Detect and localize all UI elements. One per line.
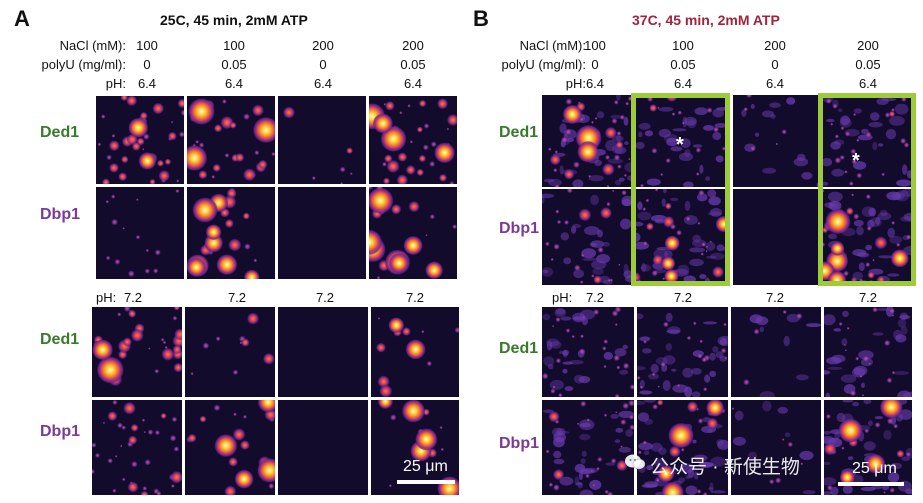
micrograph-a-dbp1-ph64-c4 xyxy=(369,187,457,279)
micrograph-b-dbp1-ph64-c1 xyxy=(542,189,634,285)
ph-value: 7.2 xyxy=(585,290,605,305)
highlight-box xyxy=(631,93,730,286)
row-label-ded1: Ded1 xyxy=(499,124,539,141)
asterisk-marker: * xyxy=(676,134,684,156)
ph-value: 6.4 xyxy=(224,76,244,91)
ph-value: 6.4 xyxy=(585,76,605,91)
panel-letter: A xyxy=(14,6,30,31)
ph-value: 7.2 xyxy=(123,290,143,305)
polyu-label: polyU (mg/ml): xyxy=(501,57,586,72)
polyu-value: 0 xyxy=(591,57,599,72)
panel-title: 25C, 45 min, 2mM ATP xyxy=(160,12,308,28)
nacl-value: 200 xyxy=(857,38,879,53)
ph-value: 6.4 xyxy=(858,76,878,91)
polyu-value: 0.05 xyxy=(221,57,247,72)
panel-title: 37C, 45 min, 2mM ATP xyxy=(632,12,780,28)
polyu-value: 0.05 xyxy=(400,57,426,72)
nacl-value: 100 xyxy=(584,38,606,53)
micrograph-a-dbp1-ph72-c3 xyxy=(278,400,368,495)
ph-value: 7.2 xyxy=(227,290,247,305)
micrograph-b-ded1-ph64-c4 xyxy=(821,95,911,187)
micrograph-a-ded1-ph72-c1 xyxy=(92,307,182,397)
micrograph-b-dbp1-ph72-c4 xyxy=(824,400,912,495)
micrograph-b-ded1-ph64-c2 xyxy=(634,95,730,187)
row-label-ded1: Ded1 xyxy=(40,331,80,348)
polyu-value: 0 xyxy=(771,57,779,72)
micrograph-a-ded1-ph64-c3 xyxy=(278,96,366,184)
micrograph-b-ded1-ph72-c3 xyxy=(731,307,821,397)
micrograph-a-dbp1-ph72-c2 xyxy=(185,400,275,495)
ph-label: pH: xyxy=(105,76,126,91)
panel-letter: B xyxy=(473,6,489,31)
micrograph-b-dbp1-ph64-c4 xyxy=(821,189,911,285)
polyu-value: 0.05 xyxy=(855,57,881,72)
micrograph-a-ded1-ph64-c4 xyxy=(369,96,457,184)
nacl-label: NaCl (mM): xyxy=(519,38,586,53)
nacl-value: 100 xyxy=(223,38,245,53)
micrograph-a-ded1-ph64-c2 xyxy=(187,96,275,184)
micrograph-a-dbp1-ph72-c4 xyxy=(371,400,459,495)
row-label-dbp1: Dbp1 xyxy=(499,220,539,237)
nacl-value: 200 xyxy=(312,38,334,53)
polyu-value: 0.05 xyxy=(670,57,696,72)
row-label-dbp1: Dbp1 xyxy=(40,206,80,223)
asterisk-marker: * xyxy=(852,150,860,172)
row-label-ded1: Ded1 xyxy=(499,340,539,357)
row-label-dbp1: Dbp1 xyxy=(40,423,80,440)
nacl-value: 200 xyxy=(764,38,786,53)
micrograph-a-ded1-ph72-c3 xyxy=(278,307,368,397)
micrograph-a-dbp1-ph64-c1 xyxy=(96,187,184,279)
ph-label: pH: xyxy=(552,290,573,305)
scalebar-label: 25 μm xyxy=(852,460,897,477)
scalebar xyxy=(397,480,455,484)
micrograph-b-ded1-ph72-c1 xyxy=(542,307,634,397)
ph-value: 7.2 xyxy=(315,290,335,305)
ph-value: 7.2 xyxy=(858,290,878,305)
micrograph-b-dbp1-ph64-c2 xyxy=(634,189,730,285)
ph-value: 7.2 xyxy=(405,290,425,305)
ph-label: pH: xyxy=(565,76,586,91)
highlight-box xyxy=(818,93,916,286)
micrograph-b-dbp1-ph72-c2 xyxy=(637,400,728,495)
row-label-ded1: Ded1 xyxy=(40,124,80,141)
ph-value: 7.2 xyxy=(765,290,785,305)
nacl-value: 100 xyxy=(672,38,694,53)
ph-value: 6.4 xyxy=(403,76,423,91)
micrograph-a-ded1-ph72-c4 xyxy=(371,307,459,397)
micrograph-b-dbp1-ph72-c1 xyxy=(542,400,634,495)
micrograph-a-dbp1-ph64-c3 xyxy=(278,187,366,279)
nacl-label: NaCl (mM): xyxy=(59,38,126,53)
micrograph-a-dbp1-ph72-c1 xyxy=(92,400,182,495)
nacl-value: 100 xyxy=(136,38,158,53)
micrograph-b-ded1-ph64-c3 xyxy=(733,95,821,187)
micrograph-b-ded1-ph72-c2 xyxy=(637,307,728,397)
nacl-value: 200 xyxy=(402,38,424,53)
row-label-dbp1: Dbp1 xyxy=(499,435,539,452)
ph-value: 6.4 xyxy=(673,76,693,91)
polyu-value: 0 xyxy=(319,57,327,72)
scalebar-label: 25 μm xyxy=(403,458,448,475)
micrograph-b-dbp1-ph64-c3 xyxy=(733,189,821,285)
micrograph-a-ded1-ph64-c1 xyxy=(96,96,184,184)
ph-value: 6.4 xyxy=(765,76,785,91)
micrograph-b-dbp1-ph72-c3 xyxy=(731,400,821,495)
micrograph-a-ded1-ph72-c2 xyxy=(185,307,275,397)
scalebar xyxy=(838,482,904,486)
micrograph-a-dbp1-ph64-c2 xyxy=(187,187,275,279)
micrograph-b-ded1-ph64-c1 xyxy=(542,95,634,187)
wechat-icon xyxy=(624,452,646,472)
micrograph-b-ded1-ph72-c4 xyxy=(824,307,912,397)
polyu-value: 0 xyxy=(143,57,151,72)
ph-label: pH: xyxy=(96,290,117,305)
ph-value: 7.2 xyxy=(673,290,693,305)
polyu-label: polyU (mg/ml): xyxy=(41,57,126,72)
ph-value: 6.4 xyxy=(137,76,157,91)
watermark: 公众号 · 新使生物 xyxy=(650,457,800,478)
ph-value: 6.4 xyxy=(313,76,333,91)
